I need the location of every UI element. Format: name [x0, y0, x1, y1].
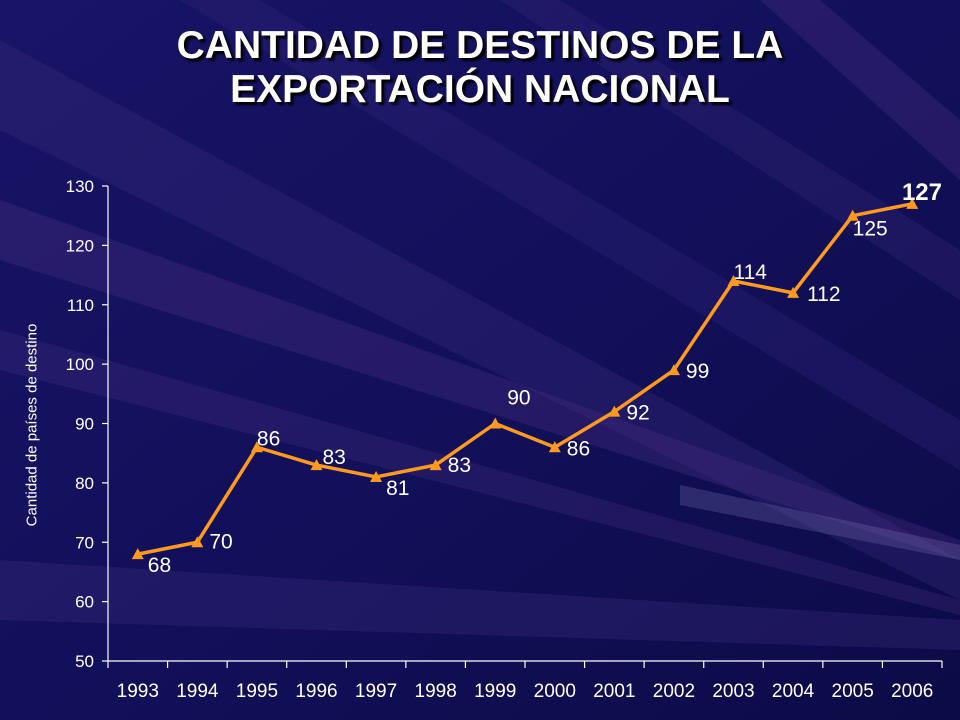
- data-point: [548, 441, 561, 453]
- data-point: [608, 405, 621, 417]
- data-label: 127: [902, 179, 942, 206]
- data-point: [727, 275, 740, 286]
- data-point: [370, 470, 383, 482]
- x-tick-label: 1999: [474, 681, 516, 702]
- x-tick-label: 2004: [772, 681, 815, 702]
- data-label: 70: [209, 530, 232, 553]
- data-label: 99: [686, 360, 709, 383]
- y-tick-label: 110: [67, 296, 94, 315]
- x-tick-label: 2005: [832, 681, 874, 702]
- data-point: [846, 209, 859, 221]
- data-label: 114: [734, 261, 768, 284]
- data-label: 86: [567, 437, 590, 460]
- data-label: 68: [148, 554, 171, 577]
- x-tick-label: 2006: [891, 681, 933, 702]
- series-line-group: [137, 202, 913, 556]
- y-tick-label: 60: [75, 593, 94, 612]
- x-tick-label: 2003: [712, 681, 754, 702]
- data-label: 92: [626, 402, 649, 425]
- y-tick-label: 120: [66, 236, 94, 255]
- data-point: [191, 536, 204, 548]
- page-title: CANTIDAD DE DESTINOS DE LA EXPORTACIÓN N…: [0, 24, 960, 112]
- y-tick-label: 90: [75, 415, 94, 434]
- data-label: 112: [807, 283, 840, 306]
- x-tick-label: 1996: [295, 681, 337, 702]
- x-tick-label: 2001: [593, 681, 635, 702]
- x-tick-label: 1995: [236, 681, 278, 702]
- data-point: [131, 548, 144, 560]
- title-line-2: EXPORTACIÓN NACIONAL: [230, 68, 730, 111]
- data-labels-group: 68 70 86 83 81 83 90 86 92 99 114 112 125 127: [148, 179, 942, 577]
- x-tick-label: 2002: [653, 681, 695, 702]
- x-tick-label: 2000: [534, 681, 576, 702]
- y-tick-label: 130: [66, 177, 94, 196]
- data-point: [667, 364, 680, 376]
- data-point: [906, 197, 919, 209]
- data-label: 83: [448, 454, 471, 477]
- series-line: [137, 202, 913, 556]
- title-line-1: CANTIDAD DE DESTINOS DE LA: [176, 24, 784, 67]
- data-point: [310, 459, 323, 471]
- y-tick-label: 70: [75, 533, 94, 552]
- x-tick-label: 1998: [415, 681, 457, 702]
- data-label: 86: [257, 427, 280, 450]
- data-label: 125: [853, 218, 888, 241]
- y-tick-label: 80: [75, 474, 94, 493]
- x-tick-label: 1993: [117, 681, 159, 702]
- data-point: [489, 417, 502, 429]
- data-point: [787, 286, 800, 298]
- x-tick-label: 1994: [176, 681, 219, 702]
- y-tick-label: 100: [66, 355, 94, 374]
- data-point: [250, 441, 263, 453]
- data-label: 81: [386, 477, 409, 500]
- y-tick-label: 50: [75, 652, 94, 671]
- data-point: [429, 459, 442, 471]
- markers-group: [131, 197, 919, 560]
- chart-axes: 50 60 70 80 90 100 110 120 130 1993 1994 1995 1996 19…: [66, 177, 943, 702]
- data-label: 90: [507, 387, 530, 410]
- x-tick-label: 1997: [355, 681, 397, 702]
- data-label: 83: [323, 446, 346, 469]
